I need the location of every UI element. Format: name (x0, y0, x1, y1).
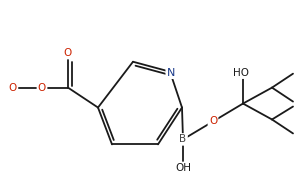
Text: O: O (9, 83, 17, 93)
Text: O: O (209, 117, 217, 127)
Text: OH: OH (175, 163, 191, 173)
Text: HO: HO (233, 68, 249, 78)
Text: N: N (167, 68, 175, 78)
Text: O: O (38, 83, 46, 93)
Text: B: B (180, 134, 187, 144)
Text: O: O (64, 48, 72, 58)
